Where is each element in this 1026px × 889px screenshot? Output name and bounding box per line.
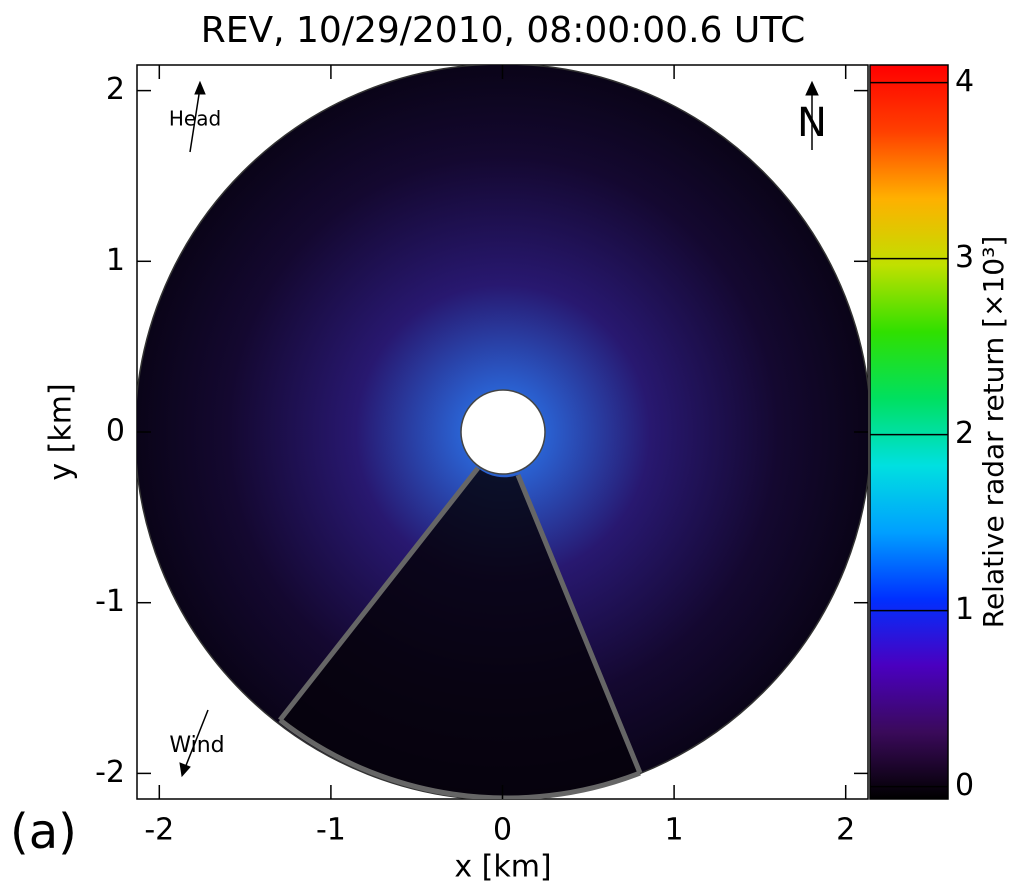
chart-title: REV, 10/29/2010, 08:00:00.6 UTC [201, 10, 806, 51]
x-tick-label: -2 [144, 813, 174, 848]
colorbar-label: Relative radar return [×10³] [977, 236, 1010, 629]
wind-arrow [179, 709, 209, 778]
x-tick-label: -1 [316, 813, 346, 848]
panel-label: (a) [10, 804, 77, 860]
north-arrow [805, 80, 819, 150]
colorbar-tick-label: 0 [955, 768, 974, 803]
north-label: N [797, 100, 827, 146]
x-axis-label: x [km] [454, 850, 551, 885]
head-arrow [189, 80, 206, 153]
y-tick-label: 0 [106, 414, 125, 449]
y-tick-label: -1 [95, 584, 125, 619]
colorbar-tick-label: 3 [955, 240, 974, 275]
colorbar-tick-label: 2 [955, 416, 974, 451]
wind-label: Wind [169, 733, 224, 758]
y-tick-label: 1 [106, 243, 125, 278]
y-tick-label: 2 [106, 72, 125, 107]
y-axis-label: y [km] [44, 383, 79, 480]
x-tick-label: 1 [665, 813, 684, 848]
colorbar-tick-label: 1 [955, 592, 974, 627]
head-label: Head [169, 107, 221, 131]
x-tick-label: 0 [493, 813, 512, 848]
shadow-sector [280, 468, 640, 799]
sector-outline [278, 466, 643, 799]
x-tick-label: 2 [836, 813, 855, 848]
radar-image [137, 65, 868, 799]
center-hole [460, 389, 546, 475]
y-tick-label: -2 [95, 755, 125, 790]
colorbar [869, 64, 949, 800]
colorbar-tick-label: 4 [955, 64, 974, 99]
